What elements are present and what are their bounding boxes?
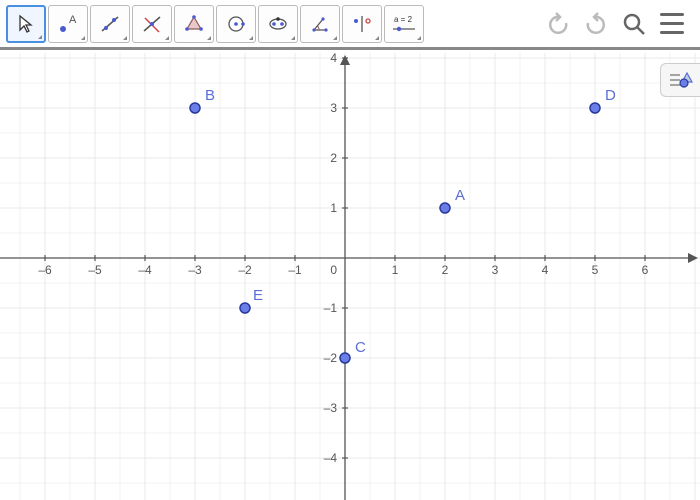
coordinate-plane[interactable]: –6 –5 –4 –3 –2 –1 1 2 3 4 5 6 –4 –3 –2 –1 1 2 3 4 0 A B C D E xyxy=(0,53,700,500)
x-tick-label: –4 xyxy=(138,263,152,277)
y-tick-label: 2 xyxy=(330,151,337,165)
point-C[interactable] xyxy=(340,353,350,363)
y-tick-label: 4 xyxy=(330,53,337,65)
y-tick-label: 1 xyxy=(330,201,337,215)
svg-text:a = 2: a = 2 xyxy=(394,15,413,24)
point-label-D: D xyxy=(605,87,616,104)
redo-button[interactable] xyxy=(582,10,610,38)
ellipse-tool[interactable] xyxy=(258,5,298,43)
x-tick-label: –2 xyxy=(238,263,252,277)
angle-tool[interactable] xyxy=(300,5,340,43)
toolbar: Aa = 2 xyxy=(0,0,700,50)
polygon-tool[interactable] xyxy=(174,5,214,43)
point-E[interactable] xyxy=(240,303,250,313)
undo-button[interactable] xyxy=(544,10,572,38)
x-tick-label: 1 xyxy=(392,263,399,277)
point-D[interactable] xyxy=(590,103,600,113)
x-tick-label: –1 xyxy=(288,263,302,277)
style-panel-toggle[interactable] xyxy=(660,63,700,97)
x-tick-label: 5 xyxy=(592,263,599,277)
y-tick-label: –3 xyxy=(324,401,338,415)
y-tick-label: –4 xyxy=(324,451,338,465)
point-label-B: B xyxy=(205,87,215,104)
slider-tool[interactable]: a = 2 xyxy=(384,5,424,43)
x-tick-label: 3 xyxy=(492,263,499,277)
svg-text:A: A xyxy=(69,14,77,26)
x-tick-label: 4 xyxy=(542,263,549,277)
menu-button[interactable] xyxy=(658,10,686,38)
point-A[interactable] xyxy=(440,203,450,213)
circle-tool[interactable] xyxy=(216,5,256,43)
perpendicular-tool[interactable] xyxy=(132,5,172,43)
origin-label: 0 xyxy=(330,263,337,277)
point-B[interactable] xyxy=(190,103,200,113)
select-tool[interactable] xyxy=(6,5,46,43)
toolbar-right xyxy=(544,10,694,38)
x-tick-label: –6 xyxy=(38,263,52,277)
graph-canvas[interactable]: –6 –5 –4 –3 –2 –1 1 2 3 4 5 6 –4 –3 –2 –1 1 2 3 4 0 A B C D E xyxy=(0,53,700,500)
x-tick-label: 2 xyxy=(442,263,449,277)
x-tick-label: 6 xyxy=(642,263,649,277)
y-tick-label: –2 xyxy=(324,351,338,365)
point-label-C: C xyxy=(355,339,366,356)
x-tick-label: –3 xyxy=(188,263,202,277)
line-tool[interactable] xyxy=(90,5,130,43)
point-tool[interactable]: A xyxy=(48,5,88,43)
y-tick-label: 3 xyxy=(330,101,337,115)
search-button[interactable] xyxy=(620,10,648,38)
x-tick-label: –5 xyxy=(88,263,102,277)
point-label-E: E xyxy=(253,287,263,304)
reflect-tool[interactable] xyxy=(342,5,382,43)
point-label-A: A xyxy=(455,187,465,204)
y-tick-label: –1 xyxy=(324,301,338,315)
